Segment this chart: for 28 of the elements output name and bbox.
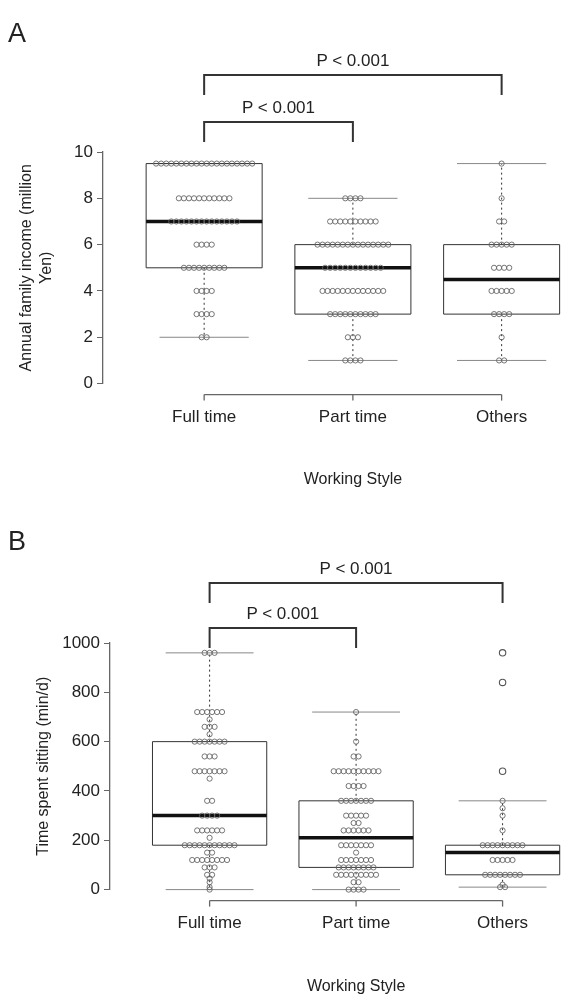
text: P < 0.001 — [316, 51, 390, 70]
y-tick-label: 600 — [71, 731, 100, 751]
y-tick-label: 2 — [83, 326, 93, 346]
y-tick-label: 8 — [83, 188, 93, 208]
text: P < 0.001 — [246, 604, 320, 623]
x-axis-title: Working Style — [303, 470, 403, 487]
x-axis-title: Working Style — [306, 977, 406, 994]
x-tick-label: Others — [476, 407, 528, 427]
y-axis-title: Annual family income (million Yen) — [17, 164, 54, 372]
text: P < 0.001 — [319, 559, 393, 578]
y-tick-label: 10 — [74, 141, 93, 161]
y-tick-label: 200 — [71, 829, 100, 849]
x-tick-label: Full time — [172, 407, 237, 427]
y-tick-label: 400 — [71, 780, 100, 800]
y-tick-label: 0 — [90, 879, 100, 899]
y-tick-label: 0 — [83, 373, 93, 393]
y-tick-label: 4 — [83, 280, 93, 300]
chart-title: A — [8, 18, 27, 48]
y-tick-label: 800 — [71, 682, 100, 702]
x-tick-label: Others — [477, 913, 529, 933]
x-tick-label: Full time — [177, 913, 242, 933]
x-tick-label: Part time — [322, 913, 391, 933]
y-tick-label: 1000 — [62, 632, 100, 652]
x-tick-label: Part time — [318, 407, 387, 427]
text: P < 0.001 — [242, 98, 315, 117]
y-axis-title: Time spent sitting (min/d) — [34, 676, 51, 856]
y-tick-label: 6 — [83, 234, 93, 254]
chart-title: B — [8, 526, 27, 556]
